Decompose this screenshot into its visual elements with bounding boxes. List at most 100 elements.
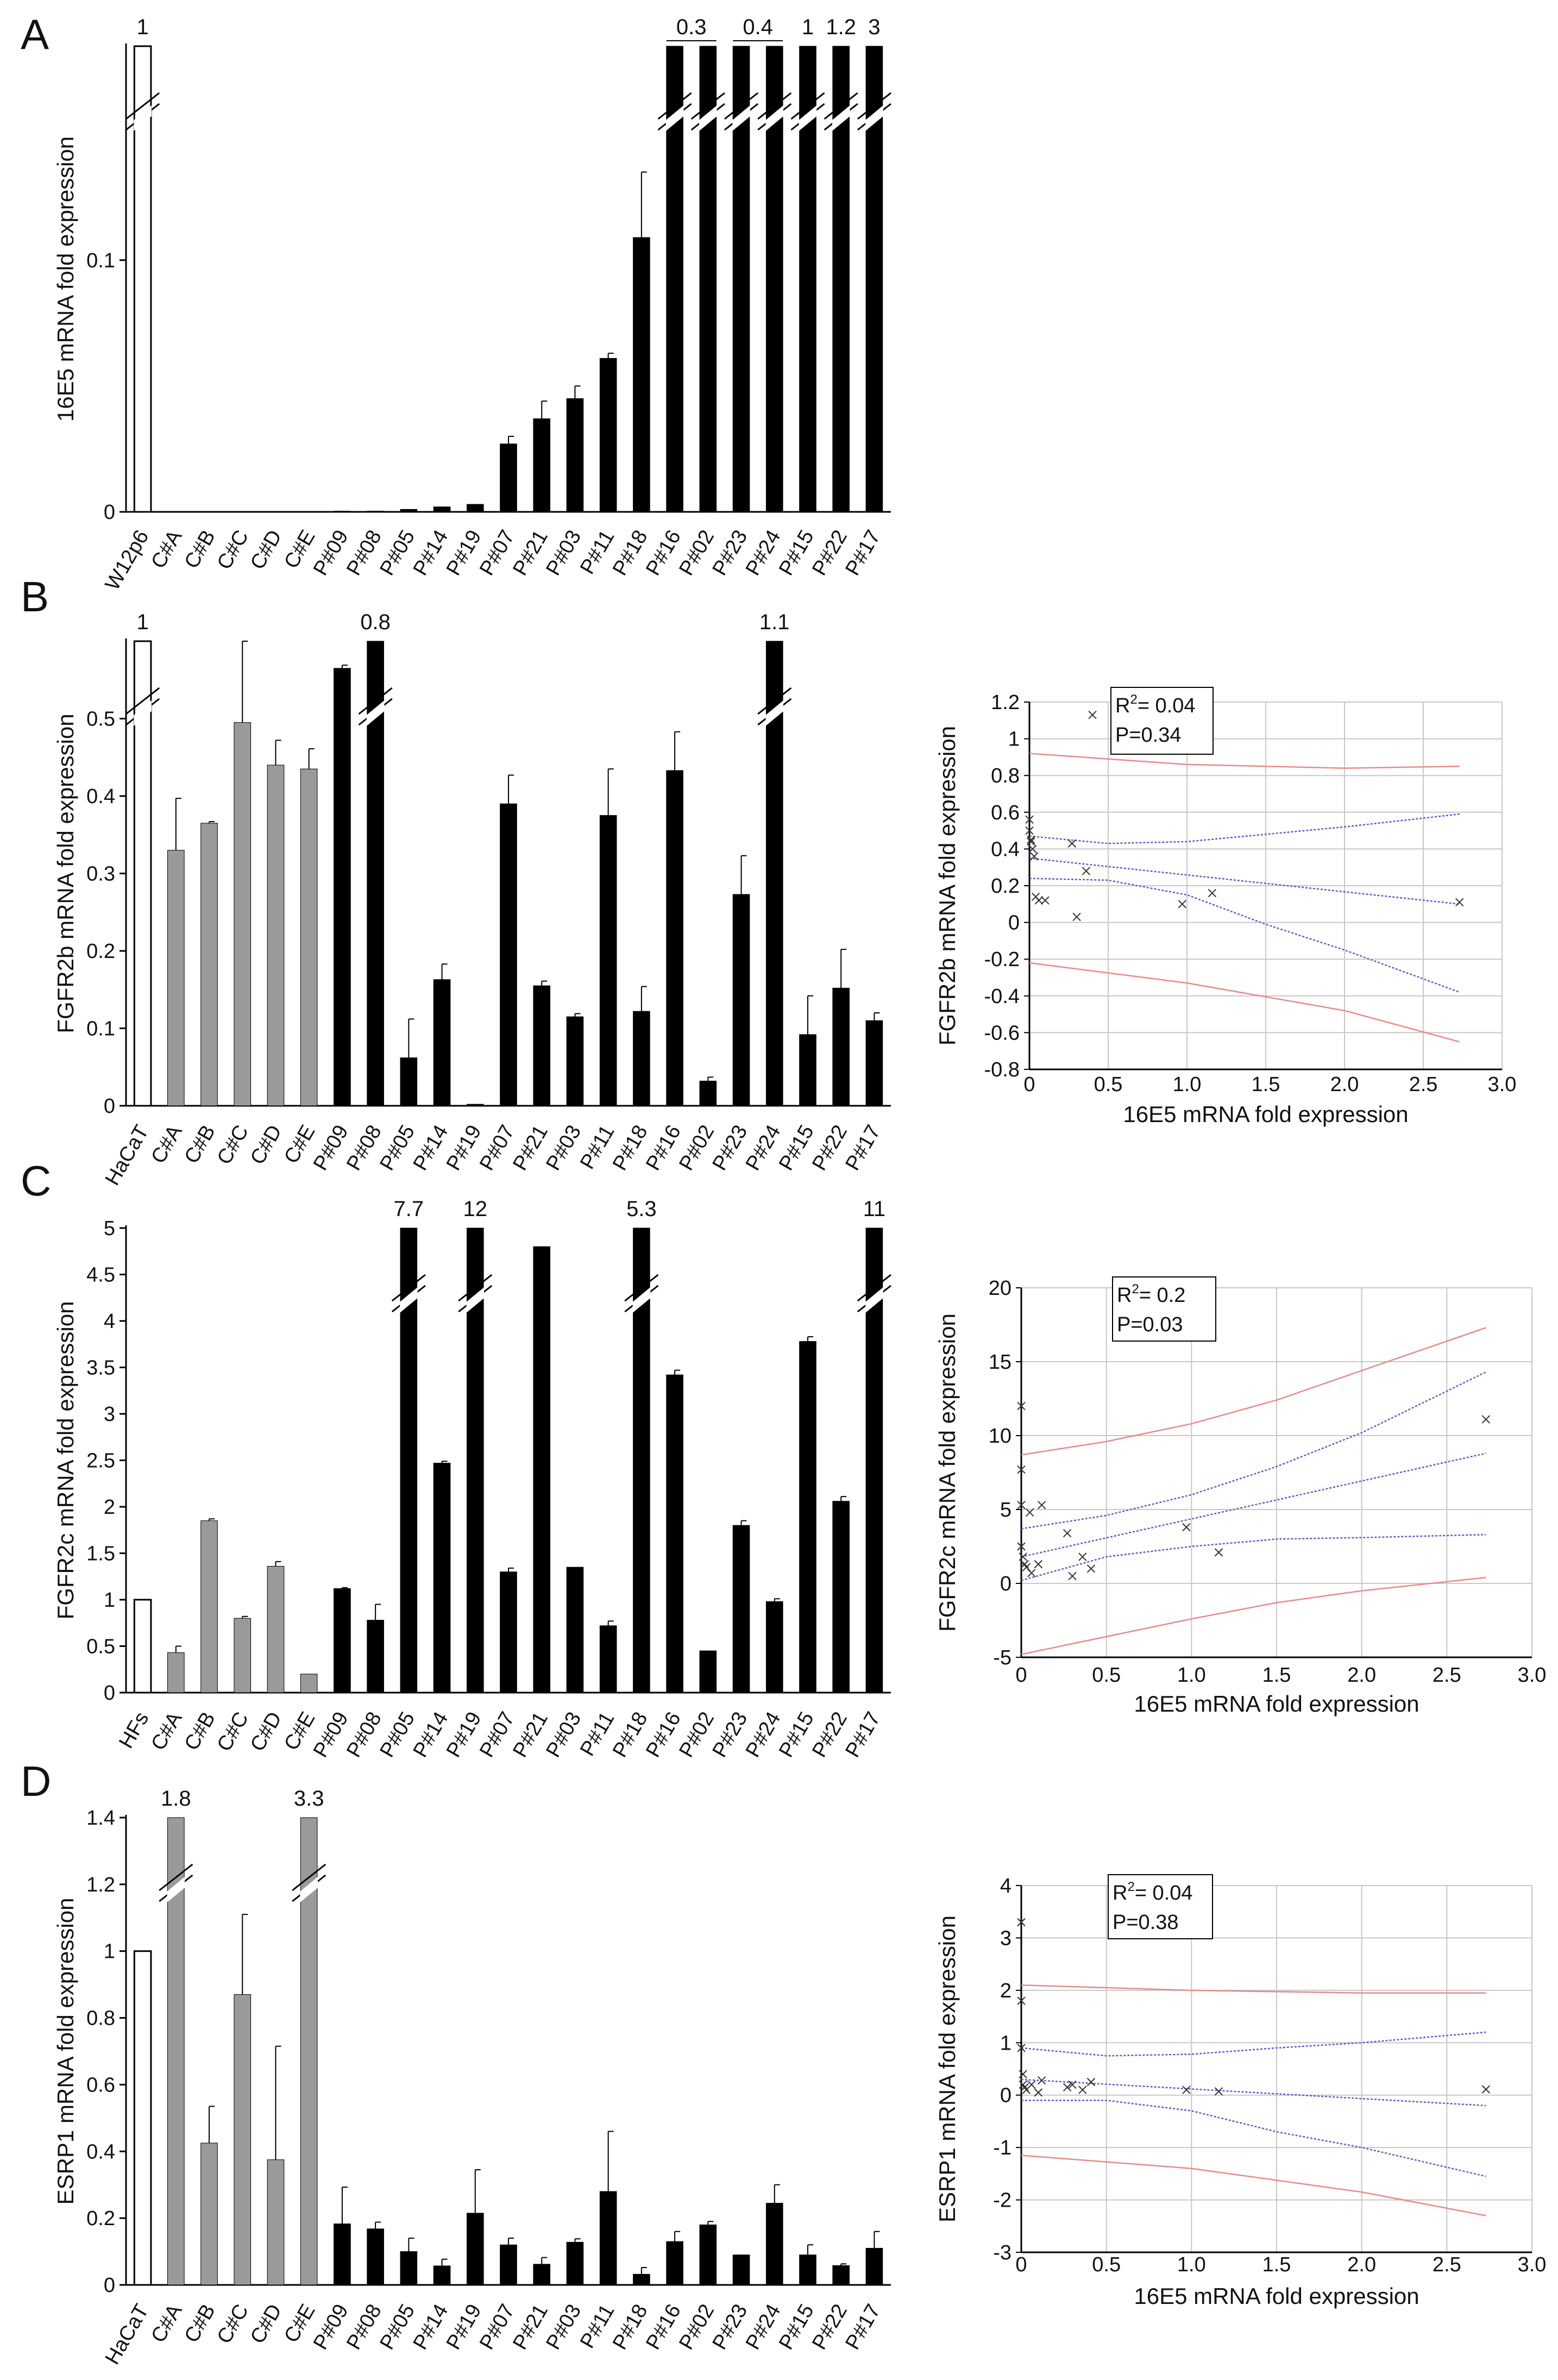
x-tick-label: 3.0: [1518, 1664, 1547, 1687]
bar-C#A: [167, 1652, 185, 1693]
x-tick-label: 0.5: [1092, 1664, 1121, 1687]
bar-P#23: [732, 2254, 750, 2285]
break-gap: [466, 1287, 485, 1313]
y-tick-label: 4.5: [86, 1264, 115, 1287]
break-gap: [632, 1287, 651, 1313]
bar-P#09: [334, 1588, 351, 1693]
bar-P#02: [699, 2224, 717, 2285]
data-point: [1078, 1552, 1087, 1561]
data-point: [1019, 2080, 1027, 2089]
point-mark: [1034, 2088, 1043, 2097]
bar-P#08: [367, 511, 384, 512]
point-mark: [1017, 1501, 1026, 1510]
y-axis-title: FGFR2c mRNA fold expression: [934, 1313, 960, 1632]
bar-value-label: 7.7: [394, 1197, 424, 1221]
y-axis-title: FGFR2b mRNA fold expression: [934, 726, 960, 1045]
point-mark: [1034, 896, 1044, 905]
bar-value-label: 1: [802, 15, 814, 39]
x-tick-label-P#09: P#09: [309, 2301, 353, 2354]
bar-P#07: [500, 2244, 517, 2285]
data-point: [1029, 852, 1039, 861]
x-tick-label: 2.0: [1347, 2253, 1376, 2276]
x-axis-title: 16E5 mRNA fold expression: [1123, 1101, 1408, 1127]
bar-P#18: [633, 2273, 650, 2285]
regression-line: [1021, 1452, 1486, 1558]
bar-P#05: [400, 1057, 418, 1106]
x-tick-label-P#15: P#15: [775, 1708, 819, 1762]
bar-C#A: [167, 850, 185, 1106]
y-tick-label: 0.4: [991, 838, 1020, 861]
prediction-upper-line: [1021, 1984, 1486, 1994]
data-point: [1034, 2088, 1043, 2097]
break-gap: [134, 105, 152, 131]
x-tick-label-P#18: P#18: [608, 1122, 652, 1175]
y-tick-label: 0.4: [86, 2140, 115, 2163]
y-tick-label: 0: [104, 2274, 115, 2297]
break-mark: [857, 92, 891, 120]
scatter-D: 0 0.5 1.0 1.5 2.0 2.5 3.0 -3 -2 -1 0 1 2 3 4 R2= 0.04 P=…: [934, 1874, 1546, 2309]
point-mark: [1019, 2080, 1027, 2089]
bar-P#14: [433, 1463, 451, 1693]
x-tick-label: 2.5: [1433, 1664, 1461, 1687]
y-tick-label: 1.4: [86, 1807, 115, 1830]
bar-C#D: [267, 1565, 285, 1693]
point-mark: [1067, 839, 1077, 848]
break-mark: [358, 687, 393, 715]
x-tick-label-P#05: P#05: [375, 1708, 419, 1762]
y-tick-label: 2: [104, 1496, 115, 1519]
point-mark: [1088, 710, 1097, 719]
bar-P#15: [799, 2254, 816, 2285]
x-tick-label-P#09: P#09: [309, 1708, 353, 1762]
break-gap: [366, 700, 385, 726]
break-gap: [799, 105, 817, 131]
x-tick-label-P#07: P#07: [475, 1122, 519, 1175]
point-mark: [1017, 1542, 1026, 1551]
x-tick-label-P#02: P#02: [675, 1708, 719, 1762]
x-tick-label-P#17: P#17: [841, 2301, 885, 2354]
x-tick-label-HFs: HFs: [115, 1708, 153, 1752]
data-point: [1086, 1564, 1096, 1573]
data-point: [1017, 1501, 1026, 1510]
x-tick-label: 1.0: [1177, 2253, 1206, 2276]
point-mark: [1034, 1559, 1043, 1569]
x-tick-label-P#16: P#16: [642, 2301, 686, 2354]
x-tick-label-P#15: P#15: [775, 2301, 819, 2354]
bar-value-label: 1: [136, 610, 148, 634]
y-tick-label: 0.2: [991, 875, 1020, 898]
break-mark: [724, 92, 759, 120]
data-point: [1067, 839, 1077, 848]
bar-P#21: [533, 985, 551, 1106]
bar-P#23: [732, 1525, 750, 1693]
panel-B: B 0 0.1 0.2 0.3 0.4 0.5 FGFR2b mRNA fold expres…: [21, 573, 1516, 1189]
data-point: [1025, 826, 1034, 835]
x-tick-label-P#17: P#17: [841, 527, 885, 580]
data-point: [1063, 2083, 1072, 2091]
x-tick-label-P#22: P#22: [808, 527, 852, 580]
data-point: [1037, 1501, 1046, 1510]
bar-value-label: 0.3: [676, 15, 707, 39]
bar-P#16: [666, 770, 683, 1106]
point-mark: [1182, 1523, 1191, 1532]
x-tick-label-P#23: P#23: [708, 527, 752, 580]
data-point: [1068, 1571, 1077, 1581]
bar-P#21: [533, 418, 551, 512]
x-tick-label-C#B: C#B: [180, 1708, 220, 1755]
break-mark: [624, 1274, 659, 1302]
point-mark: [1020, 2083, 1029, 2091]
x-tick-label: 1.0: [1173, 1073, 1202, 1096]
bar-C#B: [200, 823, 218, 1106]
y-tick-label: 0.6: [86, 2074, 115, 2096]
data-point: [1017, 2044, 1026, 2052]
y-tick-label: 3: [104, 1403, 115, 1426]
data-point: [1027, 2080, 1036, 2089]
bar-P#14: [433, 506, 451, 512]
break-gap: [765, 700, 784, 726]
bar-P#08: [367, 2228, 384, 2285]
x-tick-label: 0: [1015, 1664, 1027, 1687]
break-mark: [391, 1274, 426, 1302]
bar-P#15: [799, 1034, 816, 1106]
y-tick-label: 0: [104, 1682, 115, 1705]
panel-letter-B: B: [21, 573, 49, 621]
y-tick-label: -1: [993, 2137, 1012, 2159]
point-mark: [1027, 835, 1035, 844]
